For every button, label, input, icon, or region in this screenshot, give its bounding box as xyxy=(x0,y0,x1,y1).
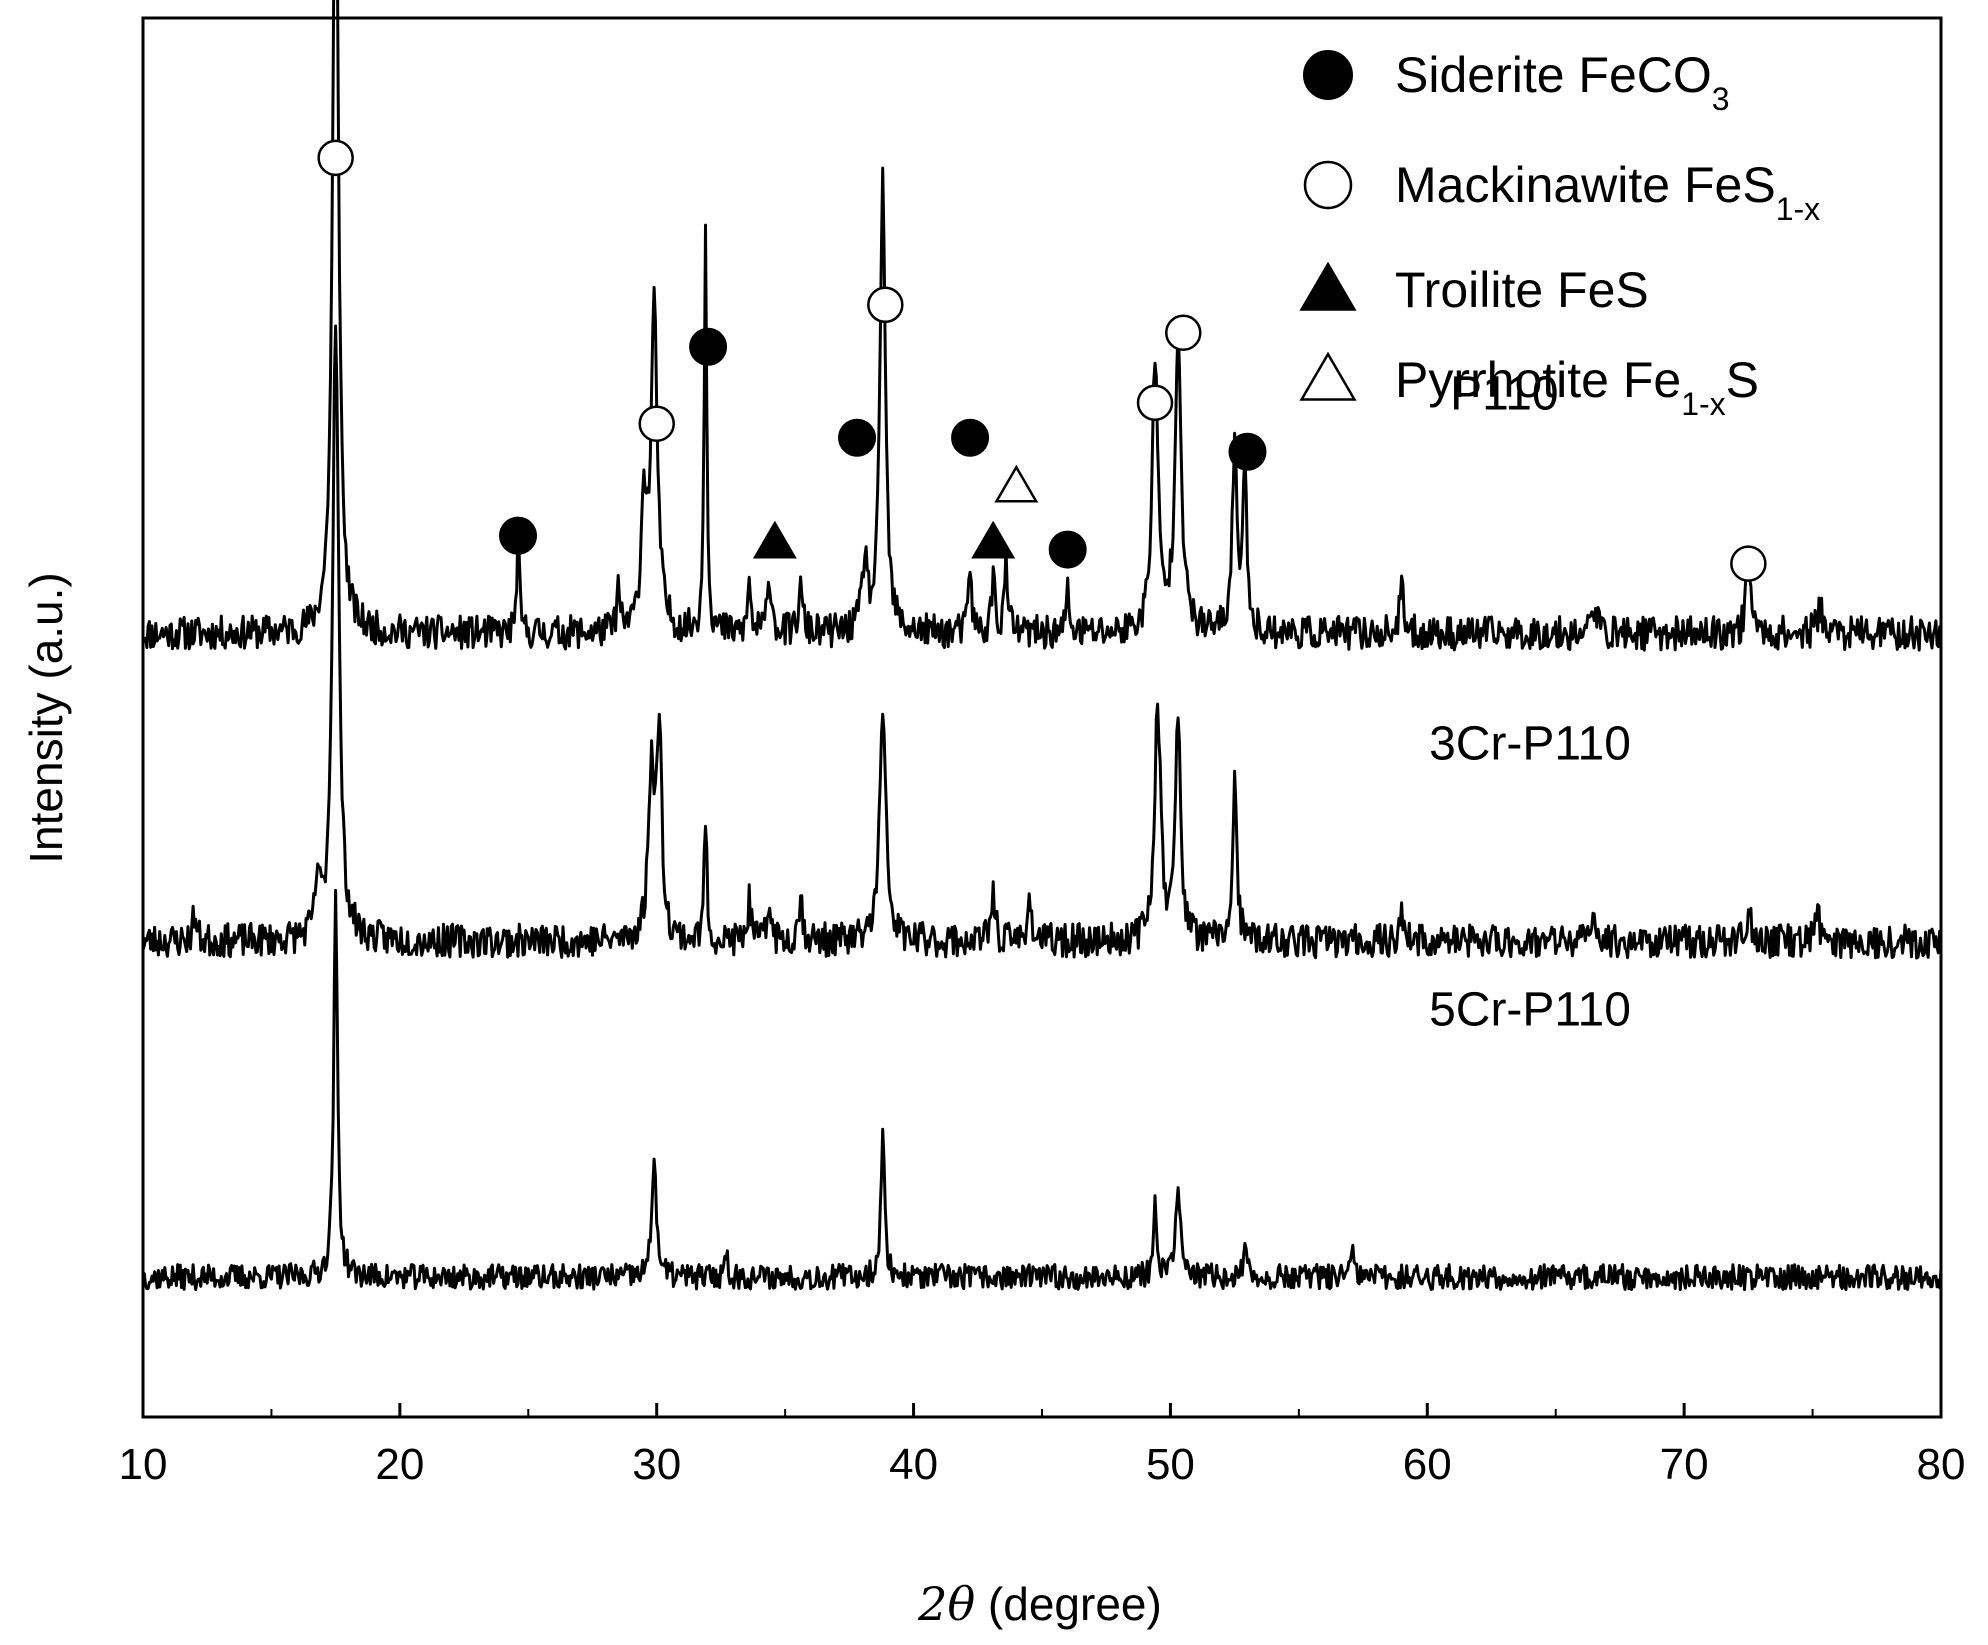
peak-marker-open-circle xyxy=(1165,314,1202,352)
x-axis-title-symbol: θ xyxy=(947,1577,975,1631)
legend-marker-open-triangle xyxy=(1299,351,1357,401)
legend-entry-suffix: S xyxy=(1726,352,1759,408)
legend-entry: Siderite FeCO3 xyxy=(1395,47,1730,117)
x-tick-label: 40 xyxy=(889,1440,938,1489)
legend-entry-subscript: 1-x xyxy=(1681,386,1725,422)
peak-marker-open-circle xyxy=(1730,545,1767,582)
series-line-5cr-p110 xyxy=(141,888,1943,1292)
x-tick-label: 30 xyxy=(632,1440,681,1489)
legend-marker-filled-triangle xyxy=(1299,261,1357,311)
peak-marker-open-triangle xyxy=(994,464,1039,503)
legend-marker-open-circle xyxy=(1303,160,1353,210)
series-label: 5Cr-P110 xyxy=(1429,983,1631,1036)
legend-entry-text: Siderite FeCO xyxy=(1395,47,1712,103)
peak-marker-filled-circle xyxy=(838,418,877,457)
series-labels: P110 3Cr-P110 5Cr-P110 xyxy=(1429,368,1631,1037)
peak-marker-open-circle xyxy=(317,139,354,177)
x-tick-label: 60 xyxy=(1403,1440,1452,1489)
plot-frame xyxy=(141,16,1943,1419)
legend-entry-subscript: 1-x xyxy=(1776,191,1820,227)
series-layer xyxy=(141,0,1943,1292)
y-axis-title: Intensity (a.u.) xyxy=(20,572,72,863)
x-tick-label: 50 xyxy=(1146,1440,1195,1489)
series-line-3cr-p110 xyxy=(141,324,1943,960)
legend-entry-text: Mackinawite FeS xyxy=(1395,157,1776,213)
peak-marker-filled-circle xyxy=(1048,530,1087,569)
peak-marker-filled-circle xyxy=(1228,432,1267,471)
x-tick-label: 10 xyxy=(119,1440,168,1489)
x-axis-title: 2θ (degree) xyxy=(917,1577,1162,1631)
peak-markers xyxy=(317,139,1767,582)
legend-entry-text: Pyrrhotite Fe xyxy=(1395,352,1681,408)
legend-entry: Pyrrhotite Fe1-xS xyxy=(1395,352,1759,422)
series-label: 3Cr-P110 xyxy=(1429,717,1631,770)
plot-area: P110 3Cr-P110 5Cr-P110 xyxy=(141,0,1943,1419)
peak-marker-filled-triangle xyxy=(752,520,797,559)
peak-marker-filled-circle xyxy=(689,327,728,366)
peak-marker-open-circle xyxy=(867,286,904,324)
legend-entry: Mackinawite FeS1-x xyxy=(1395,157,1820,227)
peak-marker-filled-circle xyxy=(951,418,990,457)
peak-marker-filled-triangle xyxy=(971,520,1016,559)
legend-entry-subscript: 3 xyxy=(1712,81,1730,117)
x-axis: 10 20 30 40 50 60 70 80 xyxy=(119,1403,1966,1489)
x-tick-label: 20 xyxy=(375,1440,424,1489)
legend-marker-filled-circle xyxy=(1303,50,1353,100)
series-label: P110 xyxy=(1450,368,1559,421)
series-line-p110 xyxy=(141,0,1943,652)
peak-marker-open-circle xyxy=(1136,384,1174,421)
legend-entry: Troilite FeS xyxy=(1395,262,1649,318)
peak-marker-open-circle xyxy=(638,405,675,442)
x-tick-label: 80 xyxy=(1917,1440,1966,1489)
x-tick-label: 70 xyxy=(1660,1440,1709,1489)
x-axis-title-suffix: (degree) xyxy=(975,1578,1162,1630)
legend-entry-text: Troilite FeS xyxy=(1395,262,1649,318)
peak-marker-filled-circle xyxy=(499,516,538,555)
x-axis-title-prefix: 2 xyxy=(917,1577,947,1631)
